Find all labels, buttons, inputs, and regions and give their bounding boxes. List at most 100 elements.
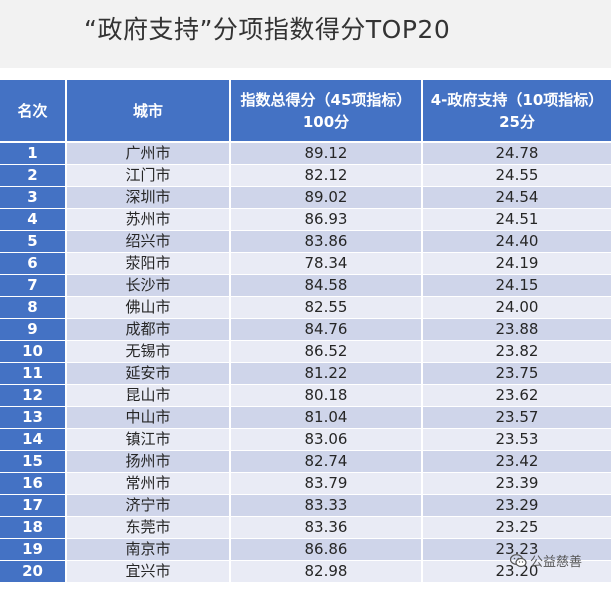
city-cell: 佛山市 <box>66 296 231 319</box>
rank-cell: 14 <box>0 428 67 451</box>
table-row: 14 镇江市 83.06 23.53 <box>0 428 611 451</box>
rank-cell: 5 <box>0 230 67 253</box>
table-row: 17 济宁市 83.33 23.29 <box>0 494 611 517</box>
total-score-cell: 83.79 <box>230 472 423 495</box>
government-support-cell: 23.53 <box>422 428 611 451</box>
rank-cell: 8 <box>0 296 67 319</box>
city-cell: 昆山市 <box>66 384 231 407</box>
table-row: 11 延安市 81.22 23.75 <box>0 362 611 385</box>
government-support-cell: 23.57 <box>422 406 611 429</box>
rank-cell: 11 <box>0 362 67 385</box>
table-row: 9 成都市 84.76 23.88 <box>0 318 611 341</box>
rank-cell: 4 <box>0 208 67 231</box>
rank-cell: 12 <box>0 384 67 407</box>
total-score-cell: 82.12 <box>230 164 423 187</box>
title-spacer <box>0 68 611 80</box>
government-support-cell: 23.62 <box>422 384 611 407</box>
city-cell: 镇江市 <box>66 428 231 451</box>
table-row: 4 苏州市 86.93 24.51 <box>0 208 611 231</box>
table-row: 18 东莞市 83.36 23.25 <box>0 516 611 539</box>
table-row: 13 中山市 81.04 23.57 <box>0 406 611 429</box>
table-row: 2 江门市 82.12 24.55 <box>0 164 611 187</box>
total-score-cell: 86.93 <box>230 208 423 231</box>
city-cell: 扬州市 <box>66 450 231 473</box>
table-row: 7 长沙市 84.58 24.15 <box>0 274 611 297</box>
government-support-cell: 23.82 <box>422 340 611 363</box>
total-score-cell: 84.58 <box>230 274 423 297</box>
total-score-cell: 84.76 <box>230 318 423 341</box>
rank-cell: 20 <box>0 560 67 583</box>
wechat-icon <box>510 553 527 568</box>
header-rank: 名次 <box>0 80 67 143</box>
government-support-cell: 24.15 <box>422 274 611 297</box>
government-support-cell: 23.23 <box>422 538 611 561</box>
government-support-cell: 24.40 <box>422 230 611 253</box>
watermark-text: 公益慈善 <box>530 555 583 570</box>
city-cell: 中山市 <box>66 406 231 429</box>
government-support-cell: 24.55 <box>422 164 611 187</box>
government-support-cell: 24.00 <box>422 296 611 319</box>
total-score-cell: 83.33 <box>230 494 423 517</box>
rank-cell: 7 <box>0 274 67 297</box>
total-score-cell: 89.02 <box>230 186 423 209</box>
total-score-cell: 83.86 <box>230 230 423 253</box>
rank-cell: 2 <box>0 164 67 187</box>
header-government-support: 4-政府支持（10项指标）25分 <box>422 80 611 143</box>
city-cell: 常州市 <box>66 472 231 495</box>
watermark: 公益慈善 <box>510 551 582 570</box>
rank-cell: 13 <box>0 406 67 429</box>
table-body: 1 广州市 89.12 24.78 2 江门市 82.12 24.55 3 深圳市 89.02 24.… <box>0 142 611 583</box>
rank-cell: 3 <box>0 186 67 209</box>
total-score-cell: 86.52 <box>230 340 423 363</box>
city-cell: 绍兴市 <box>66 230 231 253</box>
government-support-cell: 24.19 <box>422 252 611 275</box>
city-cell: 延安市 <box>66 362 231 385</box>
government-support-cell: 23.25 <box>422 516 611 539</box>
government-support-cell: 24.54 <box>422 186 611 209</box>
table-row: 15 扬州市 82.74 23.42 <box>0 450 611 473</box>
rank-cell: 18 <box>0 516 67 539</box>
table-row: 8 佛山市 82.55 24.00 <box>0 296 611 319</box>
table-row: 5 绍兴市 83.86 24.40 <box>0 230 611 253</box>
government-support-cell: 23.75 <box>422 362 611 385</box>
table-header-row: 名次 城市 指数总得分（45项指标）100分 4-政府支持（10项指标）25分 <box>0 80 611 143</box>
total-score-cell: 82.55 <box>230 296 423 319</box>
total-score-cell: 81.04 <box>230 406 423 429</box>
city-cell: 南京市 <box>66 538 231 561</box>
government-support-cell: 23.29 <box>422 494 611 517</box>
total-score-cell: 81.22 <box>230 362 423 385</box>
rank-cell: 10 <box>0 340 67 363</box>
table-row: 12 昆山市 80.18 23.62 <box>0 384 611 407</box>
total-score-cell: 82.98 <box>230 560 423 583</box>
total-score-cell: 83.06 <box>230 428 423 451</box>
rank-cell: 6 <box>0 252 67 275</box>
government-support-cell: 23.20 <box>422 560 611 583</box>
city-cell: 宜兴市 <box>66 560 231 583</box>
total-score-cell: 78.34 <box>230 252 423 275</box>
header-total-score: 指数总得分（45项指标）100分 <box>230 80 423 143</box>
table-row: 1 广州市 89.12 24.78 <box>0 142 611 165</box>
city-cell: 无锡市 <box>66 340 231 363</box>
rank-cell: 9 <box>0 318 67 341</box>
government-support-cell: 24.51 <box>422 208 611 231</box>
total-score-cell: 80.18 <box>230 384 423 407</box>
total-score-cell: 83.36 <box>230 516 423 539</box>
city-cell: 东莞市 <box>66 516 231 539</box>
table-row: 6 荥阳市 78.34 24.19 <box>0 252 611 275</box>
government-support-cell: 23.42 <box>422 450 611 473</box>
table-row: 10 无锡市 86.52 23.82 <box>0 340 611 363</box>
city-cell: 济宁市 <box>66 494 231 517</box>
government-support-cell: 23.39 <box>422 472 611 495</box>
rank-cell: 19 <box>0 538 67 561</box>
city-cell: 成都市 <box>66 318 231 341</box>
ranking-table: 名次 城市 指数总得分（45项指标）100分 4-政府支持（10项指标）25分 … <box>0 80 611 583</box>
city-cell: 深圳市 <box>66 186 231 209</box>
city-cell: 苏州市 <box>66 208 231 231</box>
government-support-cell: 23.88 <box>422 318 611 341</box>
total-score-cell: 86.86 <box>230 538 423 561</box>
government-support-cell: 24.78 <box>422 142 611 165</box>
table-row: 20 宜兴市 82.98 23.20 <box>0 560 611 583</box>
table-row: 16 常州市 83.79 23.39 <box>0 472 611 495</box>
header-city: 城市 <box>66 80 231 143</box>
rank-cell: 1 <box>0 142 67 165</box>
